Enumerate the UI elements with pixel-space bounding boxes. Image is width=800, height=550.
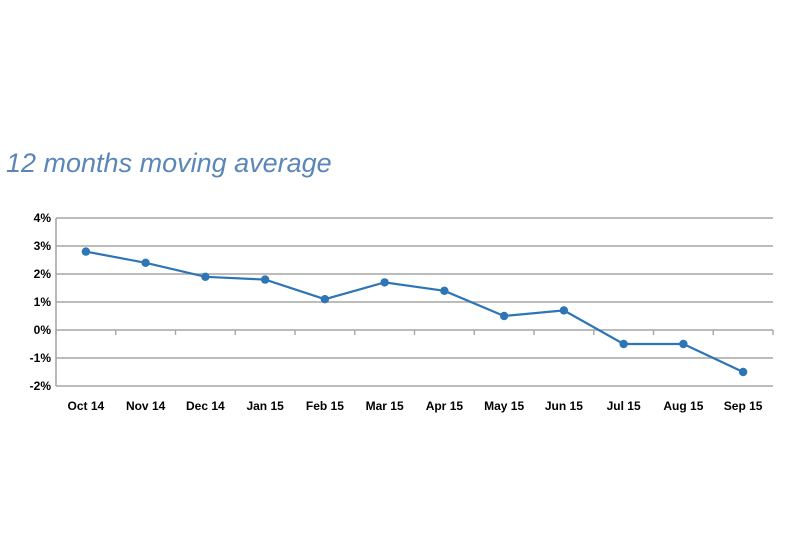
chart-title: 12 months moving average (6, 148, 332, 178)
y-tick-label: 3% (34, 239, 52, 253)
data-point (499, 311, 509, 321)
series (81, 247, 748, 377)
x-tick-label: Feb 15 (306, 399, 344, 413)
data-point (260, 275, 270, 284)
data-point (141, 258, 150, 267)
x-tick-label: Dec 14 (186, 399, 225, 413)
data-point (619, 339, 628, 349)
x-tick-label: Sep 15 (724, 399, 763, 413)
data-point (380, 278, 389, 287)
data-point (559, 306, 569, 315)
x-tick-label: Oct 14 (68, 399, 105, 413)
y-tick-label: 2% (34, 267, 52, 281)
data-point (738, 367, 748, 377)
y-tick-label: 1% (34, 295, 52, 309)
x-tick-label: Jan 15 (246, 399, 284, 413)
series-line (85, 250, 744, 373)
data-point (320, 295, 330, 304)
x-tick-label: Aug 15 (663, 399, 703, 413)
x-tick-label: Nov 14 (126, 399, 166, 413)
y-tick-label: -2% (30, 379, 52, 393)
x-tick-label: Mar 15 (366, 399, 404, 413)
x-tick-label: May 15 (484, 399, 524, 413)
axes (55, 218, 774, 386)
data-point (201, 272, 210, 281)
x-tick-label: Jun 15 (545, 399, 583, 413)
gridlines (56, 217, 773, 387)
data-point (81, 247, 91, 256)
data-point (679, 339, 688, 349)
y-tick-label: 4% (34, 211, 52, 225)
y-tick-label: -1% (30, 351, 52, 365)
y-tick-label: 0% (34, 323, 52, 337)
y-tick-labels: -2% -1% 0% 1% 2% 3% 4% (30, 211, 52, 393)
x-tick-label: Apr 15 (426, 399, 464, 413)
x-tick-labels: Oct 14 Nov 14 Dec 14 Jan 15 Feb 15 Mar 15 Apr … (68, 399, 763, 413)
data-point (440, 286, 449, 295)
x-tick-label: Jul 15 (607, 399, 641, 413)
